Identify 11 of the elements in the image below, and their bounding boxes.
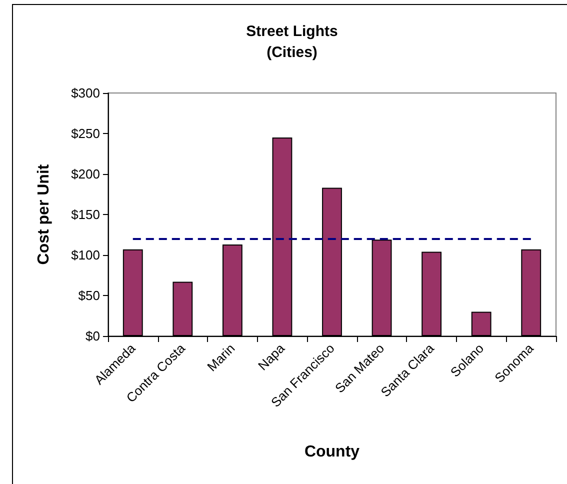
x-axis-title: County — [304, 444, 360, 460]
y-tick-label: $150 — [71, 207, 100, 222]
y-tick-label: $0 — [86, 328, 100, 344]
y-axis-title: Cost per Unit — [36, 164, 52, 265]
chart-title: Street Lights — [246, 23, 338, 40]
y-tick-label: $50 — [78, 288, 100, 303]
y-tick-label: $100 — [71, 248, 100, 262]
chart-subtitle: (Cities) — [266, 44, 318, 61]
y-tick-label: $250 — [71, 126, 100, 141]
y-tick-label: $200 — [71, 166, 100, 182]
y-tick-label: $300 — [71, 86, 100, 100]
